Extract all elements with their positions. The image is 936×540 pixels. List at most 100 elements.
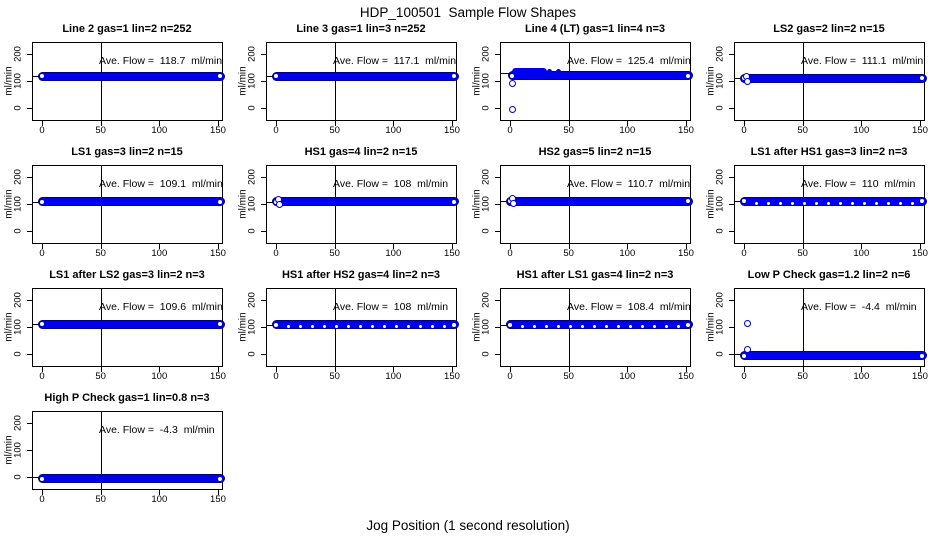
- x-axis-tick-label: 100: [853, 125, 870, 136]
- y-axis-tick: [729, 231, 734, 232]
- y-axis-tick: [495, 354, 500, 355]
- y-axis-tick: [729, 81, 734, 82]
- x-axis-tick: [919, 367, 921, 372]
- open-circle-end-cap: [40, 322, 44, 327]
- flow-point-band: [739, 196, 927, 206]
- band-gap-speck: [533, 325, 536, 329]
- y-axis-tick-label: 0: [480, 105, 492, 111]
- x-axis-tick: [393, 121, 395, 126]
- plot-area: Ave. Flow = 108 ml/min: [266, 165, 459, 244]
- x-axis-tick: [42, 121, 43, 126]
- plot-area: Ave. Flow = 108 ml/min: [266, 288, 459, 367]
- x-axis-tick-label: 0: [39, 494, 45, 505]
- y-axis-tick-label: 100: [480, 196, 492, 212]
- x-axis-tick: [627, 367, 629, 372]
- x-axis-tick-label: 0: [507, 125, 513, 136]
- open-circle-end-cap: [274, 322, 278, 327]
- x-axis-tick-label: 50: [329, 371, 340, 382]
- open-circle-point: [276, 200, 283, 208]
- average-flow-annotation: Ave. Flow = 108 ml/min: [333, 178, 449, 190]
- y-axis-tick-label: 200: [480, 46, 492, 62]
- band-gap-speck: [899, 201, 902, 205]
- x-axis-tick-label: 0: [507, 248, 513, 259]
- x-axis-tick-label: 100: [151, 125, 168, 136]
- y-axis-tick-label: 200: [714, 292, 726, 308]
- x-axis-tick: [919, 244, 921, 249]
- open-circle-end-cap: [920, 76, 925, 81]
- y-axis-tick-label: 200: [12, 292, 24, 308]
- x-axis-tick: [159, 121, 161, 126]
- subplot-title: High P Check gas=1 lin=0.8 n=3: [44, 392, 210, 404]
- x-axis-tick-label: 100: [853, 248, 870, 259]
- band-gap-speck: [863, 201, 866, 205]
- y-axis-tick-label: 100: [12, 196, 24, 212]
- x-axis-tick-label: 0: [39, 248, 45, 259]
- x-axis-tick: [627, 121, 629, 126]
- band-gap-speck: [911, 201, 914, 205]
- band-gap-speck: [815, 201, 818, 205]
- x-axis-tick-label: 50: [563, 248, 574, 259]
- x-axis-tick: [744, 244, 745, 249]
- y-axis-tick: [261, 300, 266, 301]
- x-axis-tick: [802, 121, 804, 126]
- x-axis-tick-label: 150: [678, 248, 694, 259]
- x-axis-tick: [685, 367, 687, 372]
- x-axis-tick-label: 50: [797, 125, 808, 136]
- y-axis-tick: [27, 300, 32, 301]
- x-axis-tick-label: 50: [329, 125, 340, 136]
- x-axis-tick: [627, 244, 629, 249]
- flow-point-band: [507, 71, 693, 81]
- x-axis-tick: [42, 244, 43, 249]
- open-circle-end-cap: [686, 199, 691, 204]
- band-gap-speck: [311, 325, 314, 329]
- band-gap-speck: [347, 325, 350, 329]
- x-axis-tick: [393, 244, 395, 249]
- band-gap-speck: [665, 325, 668, 329]
- band-gap-speck: [443, 325, 446, 329]
- average-flow-annotation: Ave. Flow = 117.1 ml/min: [333, 55, 457, 67]
- y-axis-tick-label: 100: [246, 196, 258, 212]
- subplot-title: Line 2 gas=1 lin=2 n=252: [62, 23, 192, 35]
- band-gap-speck: [629, 325, 632, 329]
- x-axis-tick: [685, 244, 687, 249]
- x-axis-tick: [100, 490, 102, 495]
- x-axis-tick: [217, 367, 219, 372]
- band-gap-speck: [791, 201, 794, 205]
- plot-area: Ave. Flow = 111.1 ml/min: [734, 42, 927, 121]
- x-axis-tick: [217, 244, 219, 249]
- x-axis-tick: [276, 244, 277, 249]
- x-axis-tick-label: 0: [39, 125, 45, 136]
- average-flow-annotation: Ave. Flow = 118.7 ml/min: [99, 55, 223, 67]
- band-gap-speck: [371, 325, 374, 329]
- y-axis-tick: [261, 327, 266, 328]
- x-axis-tick-label: 50: [797, 371, 808, 382]
- x-axis-tick-label: 150: [444, 125, 460, 136]
- open-circle-end-cap: [218, 476, 223, 481]
- y-axis-tick-label: 100: [714, 73, 726, 89]
- average-flow-annotation: Ave. Flow = 111.1 ml/min: [801, 55, 924, 67]
- open-circle-end-cap: [40, 199, 44, 204]
- x-axis-tick: [42, 367, 43, 372]
- subplot-panel: HS2 gas=5 lin=2 n=15 ml/min Ave. Flow = …: [468, 142, 702, 265]
- x-axis-tick-label: 150: [210, 248, 226, 259]
- vertical-reference-line: [100, 412, 102, 489]
- band-gap-speck: [593, 325, 596, 329]
- open-circle-end-cap: [686, 73, 691, 78]
- x-axis-tick-label: 0: [273, 125, 279, 136]
- x-axis-tick: [744, 121, 745, 126]
- x-axis-tick: [100, 244, 102, 249]
- y-axis-tick-label: 0: [246, 105, 258, 111]
- x-axis-tick-label: 0: [741, 248, 747, 259]
- band-gap-speck: [779, 201, 782, 205]
- open-circle-point: [510, 200, 517, 207]
- subplot-title: Line 3 gas=1 lin=3 n=252: [296, 23, 426, 35]
- x-axis-tick-label: 0: [741, 371, 747, 382]
- subplot-title: LS1 after LS2 gas=3 lin=2 n=3: [49, 269, 205, 281]
- x-axis-tick: [919, 121, 921, 126]
- vertical-reference-line: [100, 43, 102, 120]
- y-axis-tick: [495, 231, 500, 232]
- y-axis-tick: [27, 450, 32, 451]
- band-gap-speck: [581, 325, 584, 329]
- x-axis-tick: [451, 367, 453, 372]
- open-circle-end-cap: [218, 322, 223, 327]
